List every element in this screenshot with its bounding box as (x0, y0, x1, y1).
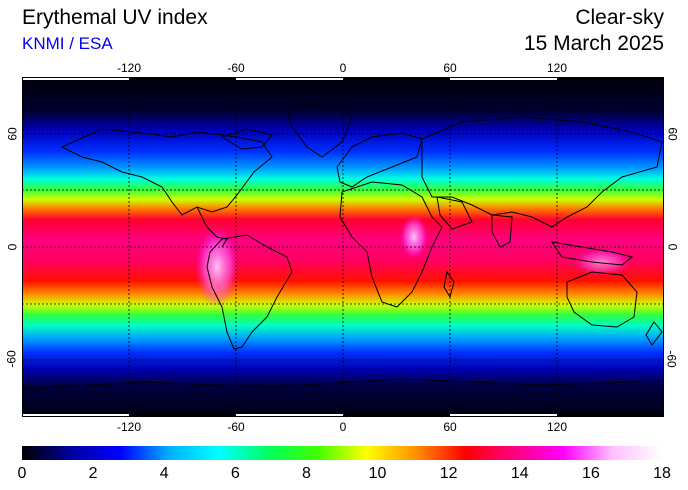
uv-colorbar (22, 446, 662, 460)
frame-ticks (22, 77, 664, 417)
colorbar-label: 14 (510, 465, 529, 482)
lon-tick-top-0: 0 (339, 61, 347, 75)
colorbar-label: 12 (439, 465, 458, 482)
lat-tick-right-60: 60 (665, 127, 680, 141)
lat-tick-left-minus60: -60 (4, 350, 19, 368)
data-source: KNMI / ESA (22, 34, 113, 53)
map-date: 15 March 2025 (523, 32, 664, 55)
colorbar-label: 10 (368, 465, 387, 482)
colorbar-label: 0 (17, 465, 27, 482)
lon-tick-bottom-minus120: -120 (116, 420, 142, 434)
title: Erythemal UV index (22, 6, 208, 29)
lon-tick-bottom-60: 60 (443, 420, 457, 434)
uv-index-map (22, 77, 664, 417)
indonesia-high-uv (572, 248, 632, 276)
lat-tick-right-0: 0 (665, 243, 680, 251)
lon-tick-top-120: 120 (546, 61, 568, 75)
sky-condition: Clear-sky (575, 6, 664, 29)
colorbar-label: 6 (230, 465, 240, 482)
colorbar-label: 4 (159, 465, 169, 482)
lat-tick-left-60: 60 (5, 127, 20, 141)
graticule (22, 77, 664, 417)
lon-tick-top-60: 60 (443, 61, 457, 75)
lat-tick-right-minus60: -60 (664, 350, 679, 368)
colorbar-label: 18 (653, 465, 671, 482)
lon-tick-bottom-0: 0 (339, 420, 347, 434)
colorbar-label: 8 (301, 465, 311, 482)
colorbar-label: 2 (88, 465, 98, 482)
lon-tick-top-minus120: -120 (116, 61, 142, 75)
lon-tick-bottom-minus60: -60 (227, 420, 245, 434)
colorbar-label: 16 (581, 465, 600, 482)
lon-tick-bottom-120: 120 (546, 420, 568, 434)
lon-tick-top-minus60: -60 (227, 61, 245, 75)
coastlines (22, 102, 664, 390)
colorbar-fill (22, 446, 662, 460)
andes-high-uv (195, 227, 239, 307)
lat-tick-left-0: 0 (5, 243, 20, 251)
east-africa-high-uv (400, 215, 428, 259)
